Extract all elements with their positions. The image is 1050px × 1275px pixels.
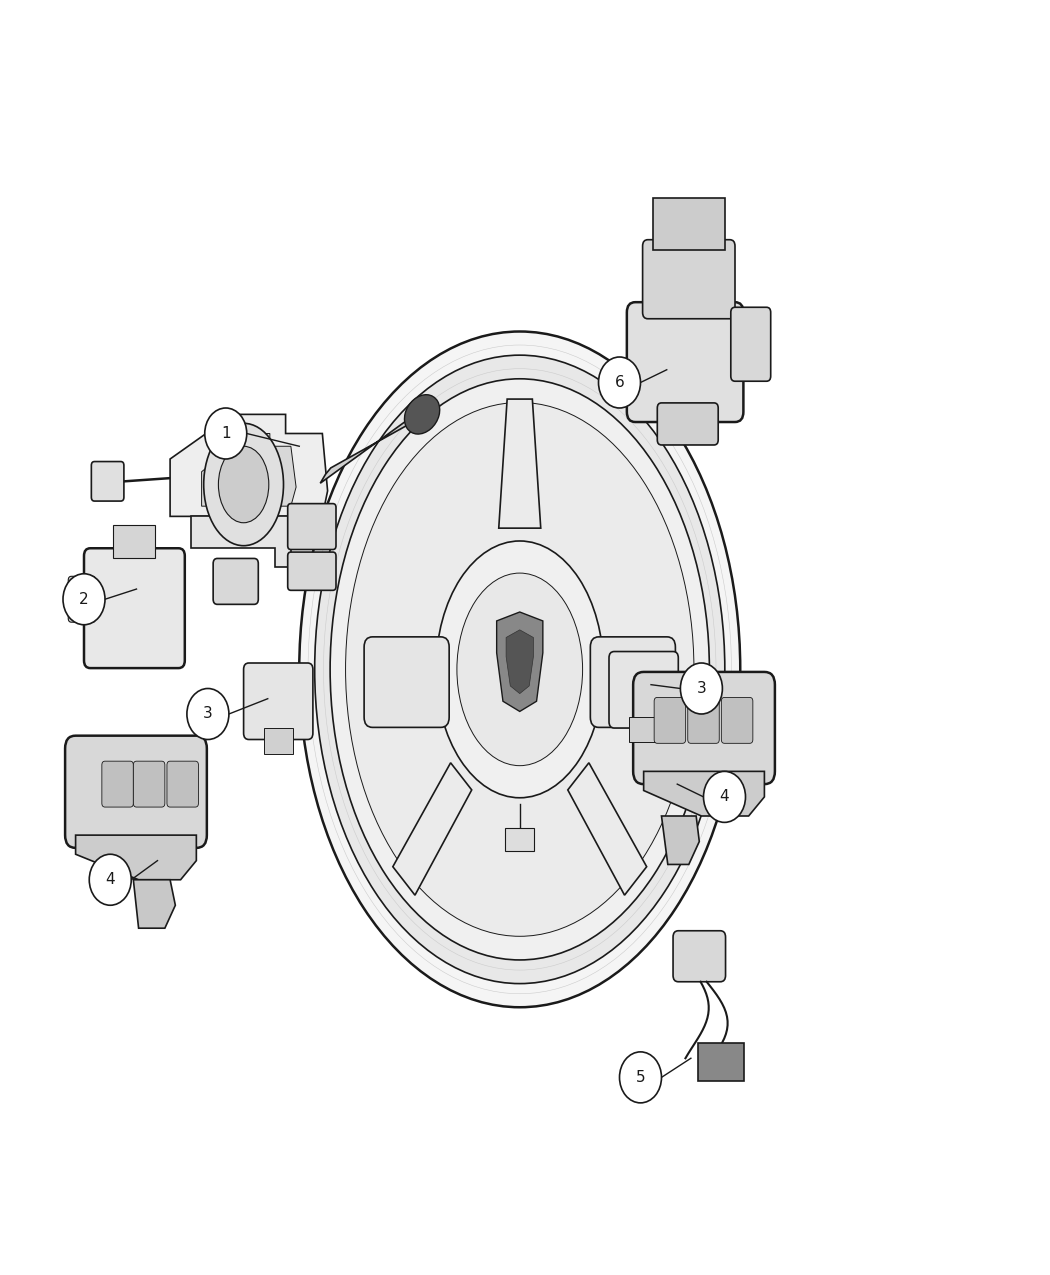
FancyBboxPatch shape bbox=[673, 931, 726, 982]
Ellipse shape bbox=[315, 356, 724, 983]
Ellipse shape bbox=[345, 403, 694, 936]
FancyBboxPatch shape bbox=[68, 576, 96, 622]
FancyBboxPatch shape bbox=[590, 638, 675, 727]
Polygon shape bbox=[320, 412, 422, 483]
Ellipse shape bbox=[299, 332, 740, 1007]
FancyBboxPatch shape bbox=[133, 761, 165, 807]
FancyBboxPatch shape bbox=[84, 548, 185, 668]
FancyBboxPatch shape bbox=[609, 652, 678, 728]
Ellipse shape bbox=[330, 379, 710, 960]
Circle shape bbox=[63, 574, 105, 625]
FancyBboxPatch shape bbox=[505, 829, 534, 852]
FancyBboxPatch shape bbox=[643, 240, 735, 319]
FancyBboxPatch shape bbox=[102, 761, 133, 807]
Polygon shape bbox=[499, 399, 541, 528]
Text: 6: 6 bbox=[614, 375, 625, 390]
Text: 5: 5 bbox=[635, 1070, 646, 1085]
Circle shape bbox=[598, 357, 640, 408]
FancyBboxPatch shape bbox=[244, 663, 313, 739]
FancyBboxPatch shape bbox=[167, 761, 198, 807]
Polygon shape bbox=[662, 816, 699, 864]
Text: 3: 3 bbox=[203, 706, 213, 722]
FancyBboxPatch shape bbox=[688, 697, 719, 743]
Text: 1: 1 bbox=[220, 426, 231, 441]
Circle shape bbox=[205, 408, 247, 459]
FancyBboxPatch shape bbox=[657, 403, 718, 445]
Text: 4: 4 bbox=[105, 872, 116, 887]
Polygon shape bbox=[76, 835, 196, 880]
FancyBboxPatch shape bbox=[288, 552, 336, 590]
Text: 3: 3 bbox=[696, 681, 707, 696]
FancyBboxPatch shape bbox=[629, 717, 658, 742]
Circle shape bbox=[704, 771, 745, 822]
Polygon shape bbox=[191, 516, 291, 567]
Circle shape bbox=[620, 1052, 662, 1103]
FancyBboxPatch shape bbox=[364, 638, 449, 727]
Polygon shape bbox=[133, 880, 175, 928]
Ellipse shape bbox=[204, 423, 284, 546]
Ellipse shape bbox=[457, 572, 583, 766]
FancyBboxPatch shape bbox=[653, 198, 724, 250]
FancyBboxPatch shape bbox=[633, 672, 775, 784]
Circle shape bbox=[187, 688, 229, 739]
FancyBboxPatch shape bbox=[264, 728, 293, 754]
Circle shape bbox=[680, 663, 722, 714]
Ellipse shape bbox=[436, 541, 604, 798]
Polygon shape bbox=[202, 434, 296, 506]
FancyBboxPatch shape bbox=[288, 504, 336, 550]
FancyBboxPatch shape bbox=[113, 525, 155, 558]
Polygon shape bbox=[506, 630, 533, 694]
Ellipse shape bbox=[404, 395, 440, 434]
FancyBboxPatch shape bbox=[654, 697, 686, 743]
FancyBboxPatch shape bbox=[213, 558, 258, 604]
Text: 2: 2 bbox=[79, 592, 89, 607]
FancyBboxPatch shape bbox=[721, 697, 753, 743]
FancyBboxPatch shape bbox=[698, 1043, 744, 1081]
Ellipse shape bbox=[218, 446, 269, 523]
FancyBboxPatch shape bbox=[91, 462, 124, 501]
Polygon shape bbox=[393, 762, 471, 895]
Text: 4: 4 bbox=[719, 789, 730, 805]
Polygon shape bbox=[568, 762, 647, 895]
Polygon shape bbox=[497, 612, 543, 711]
Polygon shape bbox=[170, 414, 328, 516]
FancyBboxPatch shape bbox=[731, 307, 771, 381]
Circle shape bbox=[89, 854, 131, 905]
FancyBboxPatch shape bbox=[627, 302, 743, 422]
Polygon shape bbox=[644, 771, 764, 816]
FancyBboxPatch shape bbox=[65, 736, 207, 848]
